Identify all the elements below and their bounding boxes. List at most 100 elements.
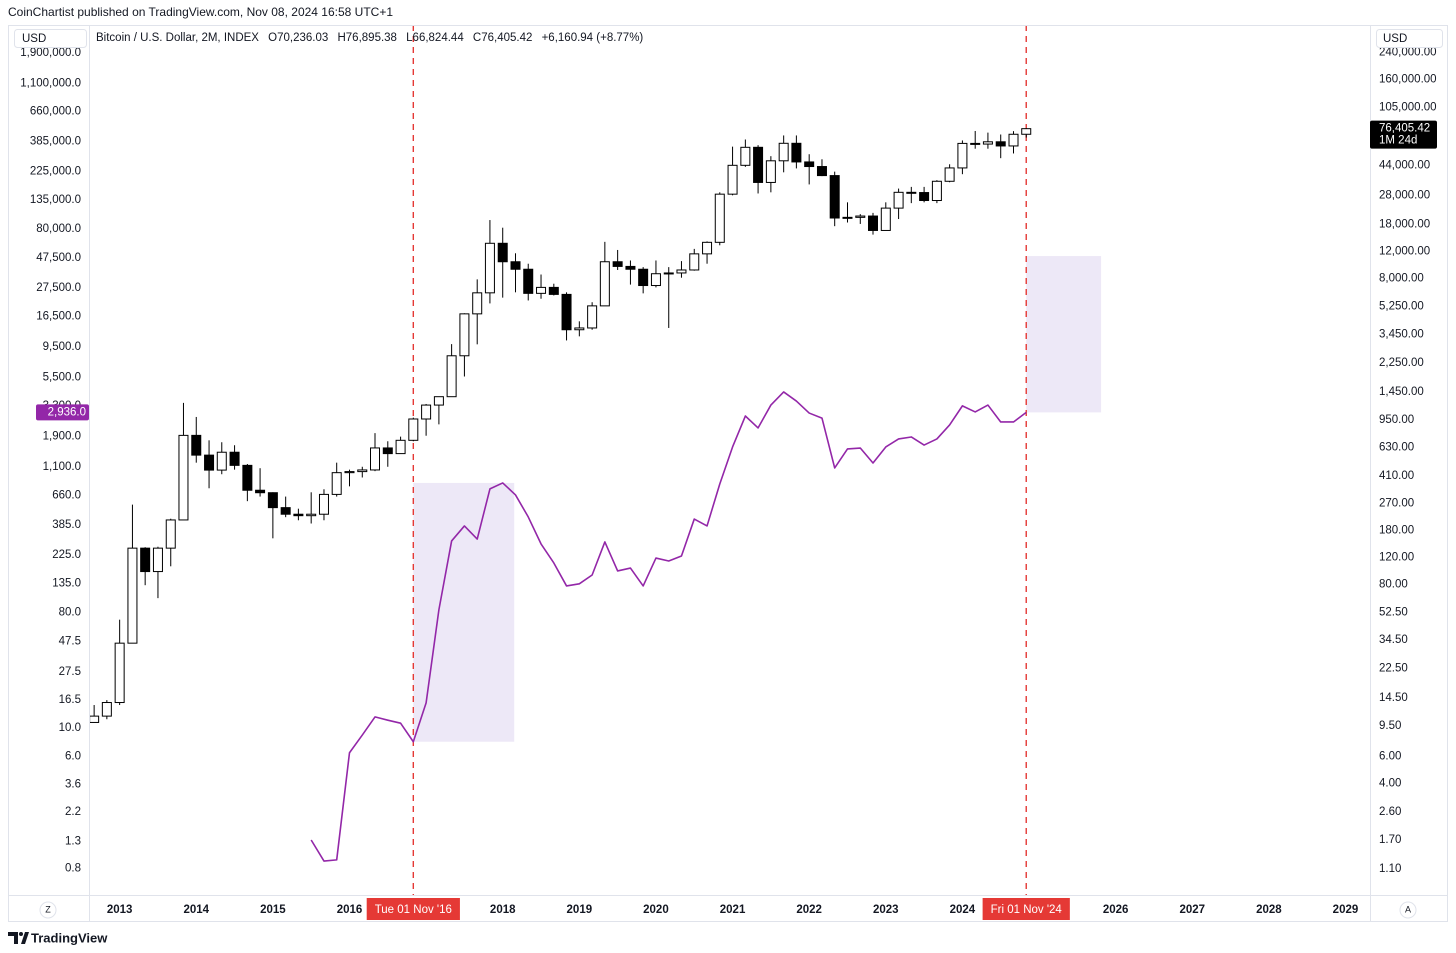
x-tick-label: 2029 [1333, 904, 1359, 916]
x-tick-label: 2014 [183, 904, 209, 916]
candle-body [880, 207, 891, 231]
candle-body [89, 715, 100, 723]
x-tick-label: 2026 [1103, 904, 1129, 916]
candle-body [765, 160, 776, 183]
y2-tick-label: 2,250.00 [1379, 357, 1424, 369]
candle-body [536, 286, 547, 294]
scale-button-label[interactable]: Z [45, 904, 51, 914]
y-tick-label: 16,500.0 [36, 311, 81, 323]
date-marker-label: Tue 01 Nov '16 [375, 904, 452, 916]
y-tick-label: 9,500.0 [43, 341, 81, 353]
y2-tick-label: 14.50 [1379, 692, 1408, 704]
candle-body [433, 396, 444, 406]
last-value-label: 2,936.0 [48, 406, 86, 418]
y-tick-label: 27,500.0 [36, 282, 81, 294]
candle-body [970, 142, 981, 145]
y-unit-box [14, 29, 87, 48]
candle-body [753, 146, 764, 183]
y2-tick-label: 12,000.00 [1379, 246, 1430, 258]
x-tick-label: 2023 [873, 904, 899, 916]
x-tick-label: 2018 [490, 904, 516, 916]
candle-body [625, 265, 636, 270]
y-tick-label: 27.5 [59, 666, 81, 678]
legend-symbol: Bitcoin / U.S. Dollar, 2M, INDEX [96, 32, 259, 44]
candle-body [931, 180, 942, 202]
candle-body [867, 215, 878, 231]
date-marker-badge [982, 898, 1070, 920]
candle-body [152, 547, 163, 573]
y2-tick-label: 410.00 [1379, 470, 1414, 482]
candle-body [995, 141, 1006, 147]
candle-body [676, 269, 687, 274]
legend: Bitcoin / U.S. Dollar, 2M, INDEX O70,236… [96, 32, 643, 44]
x-tick-label: 2027 [1179, 904, 1205, 916]
y2-tick-label: 44,000.00 [1379, 159, 1430, 171]
x-tick-label: 2020 [643, 904, 669, 916]
candle-body [829, 175, 840, 219]
y-tick-label: 135.0 [52, 577, 81, 589]
candle-body [816, 166, 827, 177]
candle-body [957, 142, 968, 169]
candle-body [229, 451, 240, 466]
candle-body [650, 273, 661, 287]
y-unit-label: USD [22, 33, 46, 45]
y-tick-label: 225,000.0 [30, 165, 81, 177]
y-tick-label: 1,900.0 [43, 431, 81, 443]
y2-tick-label: 5,250.00 [1379, 301, 1424, 313]
candle-body [548, 286, 559, 295]
legend-low: L66,824.44 [406, 32, 464, 44]
auto-button[interactable] [1399, 901, 1417, 919]
y2-tick-label: 240,000.00 [1379, 47, 1437, 59]
candle-body [855, 215, 866, 218]
y2-unit-label: USD [1383, 33, 1407, 45]
candle-body [459, 313, 470, 357]
y2-tick-label: 6.00 [1379, 750, 1401, 762]
plot-area [89, 25, 1102, 895]
y2-tick-label: 8,000.00 [1379, 273, 1424, 285]
y-tick-label: 80.0 [59, 606, 81, 618]
candle-body [280, 507, 291, 515]
x-tick-label: 2024 [950, 904, 976, 916]
candle-body [484, 242, 495, 294]
candle-body [982, 141, 993, 145]
highlight-range [413, 482, 515, 742]
y2-tick-label: 105,000.00 [1379, 102, 1437, 114]
legend-close: C76,405.42 [473, 32, 532, 44]
tradingview-logo [8, 932, 29, 944]
date-marker-badge [366, 898, 460, 920]
candle-body [599, 261, 610, 307]
legend-change: +6,160.94 (+8.77%) [542, 32, 644, 44]
x-tick-label: 2019 [567, 904, 593, 916]
y2-tick-label: 52.50 [1379, 606, 1408, 618]
candle-body [612, 261, 623, 267]
y-tick-label: 47,500.0 [36, 252, 81, 264]
y-tick-label: 10.0 [59, 722, 81, 734]
y2-tick-label: 1,450.00 [1379, 386, 1424, 398]
candle-body [638, 268, 649, 287]
y-tick-label: 5,500.0 [43, 372, 81, 384]
candle-body [216, 451, 227, 471]
x-tick-label: 2021 [720, 904, 746, 916]
candle-body [178, 434, 189, 521]
candle-body [1021, 128, 1032, 135]
candle-body [127, 547, 138, 644]
legend-open: O70,236.03 [268, 32, 328, 44]
scale-button-label[interactable]: A [1405, 904, 1411, 914]
indicator-line [310, 391, 1027, 862]
y-tick-label: 385,000.0 [30, 136, 81, 148]
candle-body [382, 447, 393, 455]
y2-tick-label: 28,000.00 [1379, 189, 1430, 201]
date-marker-label: Fri 01 Nov '24 [991, 904, 1063, 916]
candle-body [587, 305, 598, 329]
log-button-z[interactable] [39, 901, 57, 919]
y2-tick-label: 950.00 [1379, 414, 1414, 426]
publish-header: CoinChartist published on TradingView.co… [8, 5, 393, 19]
y2-tick-label: 18,000.00 [1379, 219, 1430, 231]
y-tick-label: 16.5 [59, 694, 81, 706]
chart-frame [8, 25, 1448, 922]
candle-body [1008, 133, 1019, 147]
y2-unit-box [1376, 29, 1443, 48]
candle-body [331, 472, 342, 495]
